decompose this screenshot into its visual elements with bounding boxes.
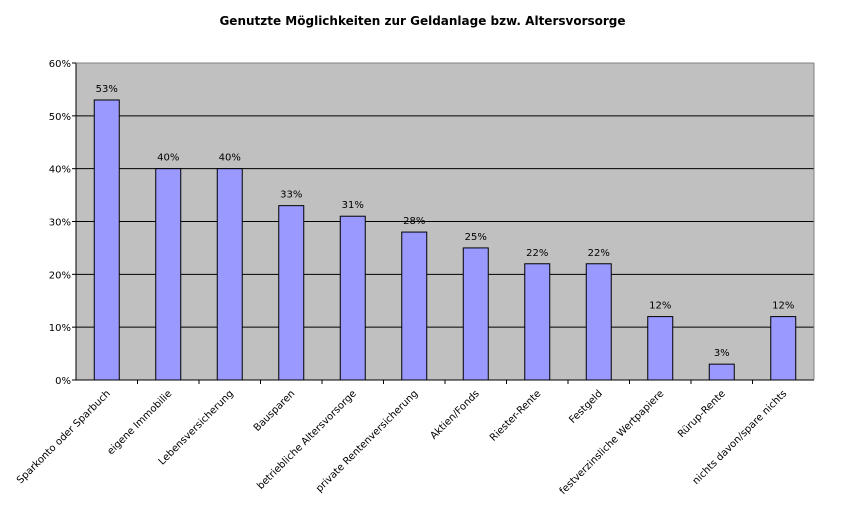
data-label: 53% (96, 84, 118, 95)
data-label: 3% (714, 348, 730, 359)
bar (339, 215, 366, 381)
bar (462, 247, 489, 381)
category-label: Festgeld (567, 388, 605, 426)
category-label: eigene Immobilie (105, 388, 174, 457)
bar (278, 205, 305, 381)
bar (155, 168, 182, 381)
data-labels: 53% 40% 40% 33% 31% 28% 25% 22% 22% 12% 3% 12% (96, 84, 795, 359)
chart-title: Genutzte Möglichkeiten zur Geldanlage bz… (219, 14, 626, 28)
category-label: Rürup-Rente (676, 388, 728, 440)
data-label: 31% (342, 200, 364, 211)
bar (708, 363, 735, 381)
y-tick-label: 30% (49, 218, 71, 229)
category-label: Aktien/Fonds (428, 388, 481, 441)
category-label: Riester-Rente (488, 388, 543, 443)
data-label: 12% (649, 301, 671, 312)
bars (93, 99, 797, 381)
y-tick-label: 0% (55, 376, 71, 387)
data-label: 33% (280, 190, 302, 201)
y-tick-label: 40% (49, 165, 71, 176)
data-label: 22% (526, 248, 548, 259)
bar (647, 316, 674, 381)
bar (93, 99, 120, 381)
y-tick-label: 50% (49, 112, 71, 123)
data-label: 28% (403, 216, 425, 227)
data-label: 40% (157, 153, 179, 164)
bar (770, 316, 797, 381)
bar (524, 263, 551, 381)
category-label: private Rentenversicherung (314, 388, 420, 494)
y-tick-label: 10% (49, 323, 71, 334)
data-label: 22% (588, 248, 610, 259)
category-label: Bausparen (252, 388, 298, 434)
category-label: betriebliche Altersvorsorge (255, 388, 359, 492)
bar (401, 231, 428, 381)
data-label: 40% (219, 153, 241, 164)
data-label: 25% (465, 232, 487, 243)
y-tick-label: 60% (49, 59, 71, 70)
y-axis-ticks: 0% 10% 20% 30% 40% 50% 60% (49, 59, 76, 387)
data-label: 12% (772, 301, 794, 312)
y-tick-label: 20% (49, 270, 71, 281)
category-label: Sparkonto oder Sparbuch (15, 388, 113, 486)
bar (585, 263, 612, 381)
category-label: festverzinsliche Wertpapiere (558, 388, 667, 497)
bar (216, 168, 243, 381)
